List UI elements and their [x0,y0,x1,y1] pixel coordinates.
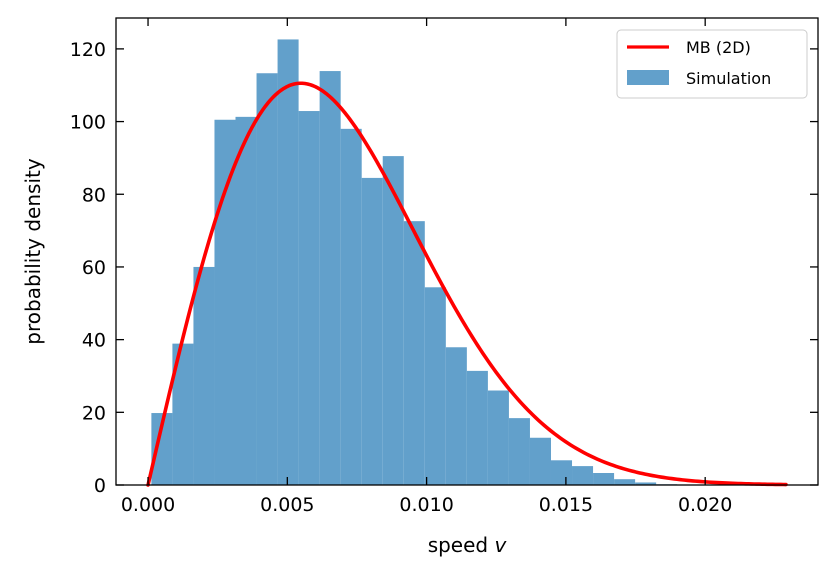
histogram-bar [340,128,362,485]
legend-patch-swatch [627,70,669,85]
y-tick-label: 80 [82,184,106,206]
x-tick-label: 0.015 [539,494,593,516]
histogram-bar [403,221,425,485]
histogram-bar [361,177,383,485]
y-tick-label: 100 [70,112,106,134]
mb-curve [146,81,788,487]
histogram-bar [151,413,173,485]
histogram-bar [445,347,467,485]
histogram-bar [256,73,278,485]
x-axis-label: speed v [428,533,508,557]
histogram-bars [151,39,678,486]
histogram-bar [487,390,509,485]
x-tick-label: 0.005 [260,494,314,516]
histogram-bar [508,418,530,485]
histogram-bar [319,71,341,485]
histogram-bar [298,111,320,486]
y-tick-label: 40 [82,330,106,352]
y-axis-label: probability density [21,158,45,345]
x-tick-label: 0.000 [121,494,175,516]
y-tick-label: 120 [70,39,106,61]
histogram-bar [550,460,573,485]
histogram-bar [235,116,257,485]
histogram-bar [572,466,594,485]
legend-label-mb: MB (2D) [686,38,751,57]
x-tick-label: 0.010 [399,494,453,516]
y-tick-label: 0 [94,475,106,497]
legend-label-simulation: Simulation [686,69,771,88]
x-tick-label: 0.020 [678,494,732,516]
histogram-bar [593,473,615,485]
curve-layer [146,81,788,487]
histogram-bar [466,370,488,485]
histogram-bar [529,437,551,485]
legend: MB (2D) Simulation [616,29,808,99]
histogram-bar [277,39,299,486]
histogram-bar [614,479,636,485]
axis-ticks: 0.000 0.005 0.010 0.015 0.020 0 20 40 60 80 100 120 [70,18,818,516]
plot-frame [115,17,819,486]
histogram-bar [172,343,194,485]
histogram-bar [382,156,404,485]
histogram-bar [635,482,657,485]
y-tick-label: 20 [82,402,106,424]
histogram-bar [193,266,215,485]
histogram-bar [424,287,446,485]
y-tick-label: 60 [82,257,106,279]
